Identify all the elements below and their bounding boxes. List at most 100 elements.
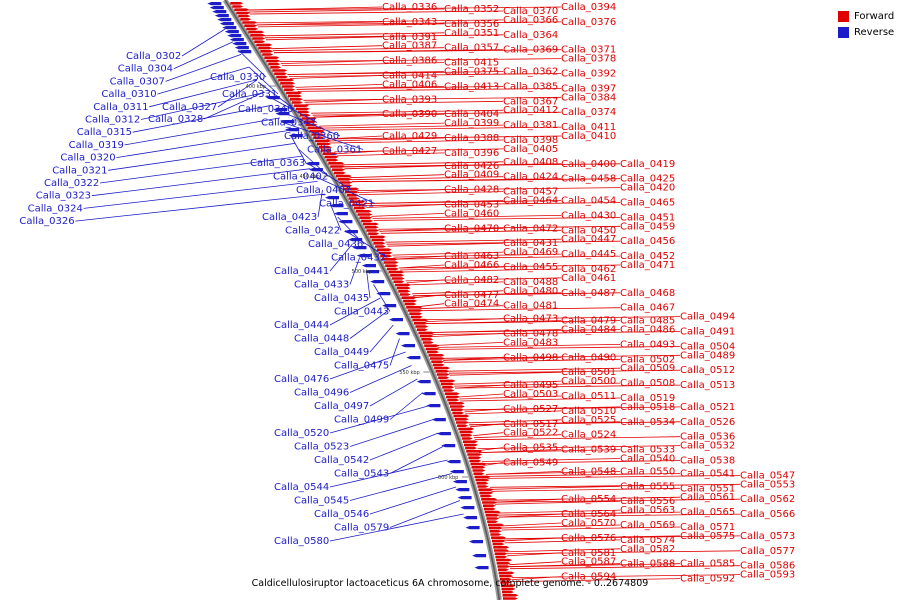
reverse-gene-label[interactable]: Calla_0346 — [238, 104, 293, 115]
forward-gene-feature[interactable] — [320, 149, 332, 152]
forward-gene-label[interactable]: Calla_0404 — [444, 109, 499, 120]
reverse-gene-feature[interactable] — [219, 22, 234, 26]
forward-gene-label[interactable]: Calla_0367 — [503, 96, 558, 107]
forward-gene-label[interactable]: Calla_0576 — [561, 533, 616, 544]
forward-gene-label[interactable]: Calla_0471 — [620, 260, 675, 271]
reverse-gene-feature[interactable] — [234, 46, 249, 50]
reverse-gene-feature[interactable] — [209, 6, 224, 10]
reverse-gene-label[interactable]: Calla_0402 — [273, 172, 328, 183]
forward-gene-label[interactable]: Calla_0394 — [561, 2, 616, 13]
forward-gene-feature[interactable] — [431, 360, 445, 363]
forward-gene-label[interactable]: Calla_0495 — [503, 380, 558, 391]
forward-gene-feature[interactable] — [446, 395, 461, 399]
reverse-gene-label[interactable]: Calla_0311 — [93, 102, 148, 113]
forward-gene-label[interactable]: Calla_0453 — [444, 200, 499, 211]
reverse-gene-feature[interactable] — [460, 506, 475, 510]
forward-gene-label[interactable]: Calla_0427 — [382, 146, 437, 157]
reverse-gene-feature[interactable] — [457, 496, 472, 500]
forward-gene-label[interactable]: Calla_0420 — [620, 183, 675, 194]
forward-gene-feature[interactable] — [483, 507, 496, 511]
forward-gene-feature[interactable] — [295, 107, 310, 111]
reverse-gene-feature[interactable] — [421, 392, 436, 396]
forward-gene-label[interactable]: Calla_0575 — [680, 531, 735, 542]
forward-gene-feature[interactable] — [395, 283, 412, 287]
forward-gene-feature[interactable] — [391, 277, 405, 280]
forward-gene-feature[interactable] — [410, 315, 423, 319]
reverse-gene-feature[interactable] — [463, 516, 478, 520]
forward-gene-feature[interactable] — [270, 66, 282, 69]
forward-gene-label[interactable]: Calla_0513 — [680, 380, 735, 391]
forward-gene-label[interactable]: Calla_0581 — [561, 548, 616, 559]
reverse-gene-feature[interactable] — [472, 554, 487, 558]
forward-gene-feature[interactable] — [355, 210, 372, 213]
forward-gene-label[interactable]: Calla_0554 — [561, 494, 616, 505]
forward-gene-label[interactable]: Calla_0550 — [620, 466, 675, 477]
forward-gene-feature[interactable] — [262, 53, 274, 56]
reverse-gene-label[interactable]: Calla_0363 — [250, 158, 305, 169]
forward-gene-label[interactable]: Calla_0385 — [503, 81, 558, 92]
forward-gene-feature[interactable] — [477, 485, 489, 488]
forward-gene-feature[interactable] — [458, 427, 475, 431]
forward-gene-feature[interactable] — [466, 450, 483, 453]
forward-gene-label[interactable]: Calla_0465 — [620, 198, 675, 209]
reverse-gene-feature[interactable] — [222, 26, 237, 30]
forward-gene-feature[interactable] — [488, 523, 504, 527]
forward-gene-feature[interactable] — [425, 347, 440, 351]
forward-gene-feature[interactable] — [322, 152, 338, 155]
forward-gene-feature[interactable] — [470, 462, 487, 466]
forward-gene-label[interactable]: Calla_0469 — [503, 247, 558, 258]
reverse-gene-feature[interactable] — [329, 204, 344, 208]
reverse-gene-feature[interactable] — [452, 480, 467, 484]
reverse-gene-label[interactable]: Calla_0423 — [262, 212, 317, 223]
forward-gene-feature[interactable] — [272, 69, 288, 72]
forward-gene-feature[interactable] — [375, 245, 387, 248]
forward-gene-label[interactable]: Calla_0399 — [444, 118, 499, 129]
forward-gene-label[interactable]: Calla_0468 — [620, 288, 675, 299]
forward-gene-feature[interactable] — [403, 299, 418, 303]
forward-gene-feature[interactable] — [339, 181, 353, 184]
forward-gene-label[interactable]: Calla_0463 — [444, 251, 499, 262]
forward-gene-label[interactable]: Calla_0410 — [561, 131, 616, 142]
reverse-gene-label[interactable]: Calla_0331 — [222, 89, 277, 100]
forward-gene-label[interactable]: Calla_0483 — [503, 337, 558, 348]
forward-gene-feature[interactable] — [248, 30, 265, 34]
forward-gene-feature[interactable] — [343, 187, 360, 191]
forward-gene-feature[interactable] — [368, 232, 380, 235]
reverse-gene-label[interactable]: Calla_0421 — [319, 199, 374, 210]
reverse-gene-feature[interactable] — [288, 134, 303, 138]
forward-gene-feature[interactable] — [462, 440, 478, 443]
forward-gene-feature[interactable] — [264, 56, 280, 59]
forward-gene-feature[interactable] — [332, 168, 346, 171]
forward-gene-feature[interactable] — [501, 587, 516, 591]
reverse-gene-feature[interactable] — [370, 280, 385, 284]
forward-gene-feature[interactable] — [502, 594, 519, 597]
forward-gene-feature[interactable] — [404, 302, 417, 306]
forward-gene-feature[interactable] — [457, 424, 469, 427]
forward-gene-label[interactable]: Calla_0539 — [561, 445, 616, 456]
reverse-gene-feature[interactable] — [275, 112, 290, 116]
reverse-gene-feature[interactable] — [455, 488, 470, 492]
reverse-gene-label[interactable]: Calla_0432 — [331, 253, 386, 264]
forward-gene-label[interactable]: Calla_0430 — [561, 210, 616, 221]
reverse-gene-label[interactable]: Calla_0320 — [60, 153, 115, 164]
forward-gene-label[interactable]: Calla_0594 — [561, 572, 616, 583]
forward-gene-feature[interactable] — [489, 530, 502, 533]
reverse-gene-label[interactable]: Calla_0443 — [334, 307, 389, 318]
forward-gene-label[interactable]: Calla_0548 — [561, 466, 616, 477]
forward-gene-feature[interactable] — [278, 78, 295, 82]
forward-gene-feature[interactable] — [254, 40, 266, 43]
forward-gene-label[interactable]: Calla_0398 — [503, 135, 558, 146]
forward-gene-feature[interactable] — [364, 226, 379, 229]
forward-gene-feature[interactable] — [348, 197, 360, 200]
forward-gene-feature[interactable] — [434, 366, 451, 370]
forward-gene-feature[interactable] — [234, 8, 250, 11]
forward-gene-label[interactable]: Calla_0484 — [561, 325, 616, 336]
reverse-gene-label[interactable]: Calla_0312 — [85, 115, 140, 126]
forward-gene-feature[interactable] — [388, 270, 405, 274]
forward-gene-feature[interactable] — [486, 517, 500, 520]
forward-gene-label[interactable]: Calla_0405 — [503, 144, 558, 155]
forward-gene-label[interactable]: Calla_0397 — [561, 83, 616, 94]
reverse-gene-feature[interactable] — [389, 318, 403, 322]
forward-gene-label[interactable]: Calla_0500 — [561, 376, 616, 387]
forward-gene-label[interactable]: Calla_0376 — [561, 17, 616, 28]
